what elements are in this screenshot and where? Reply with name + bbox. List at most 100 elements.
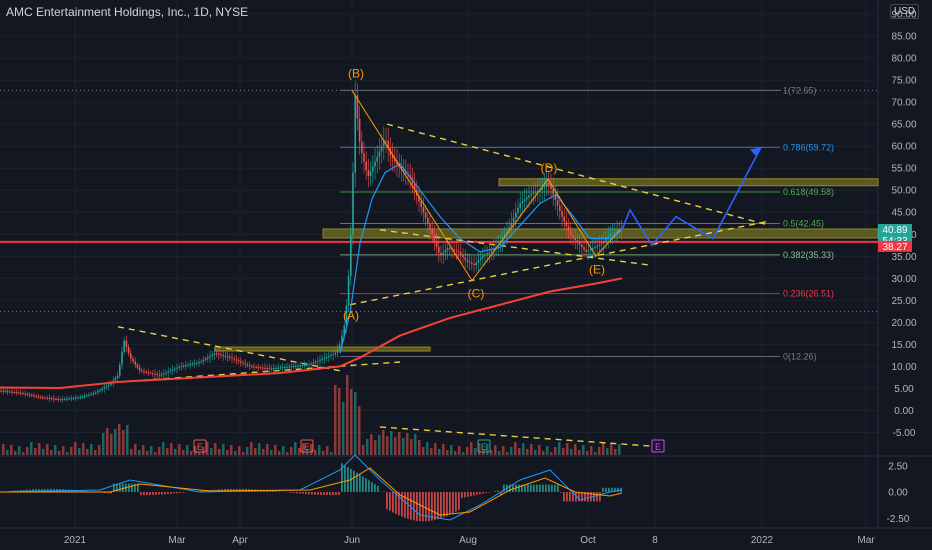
macd-histogram-bar xyxy=(479,492,481,495)
candle-body xyxy=(323,357,326,359)
volume-bar xyxy=(118,424,121,455)
macd-histogram-bar xyxy=(416,492,418,521)
candle-body xyxy=(433,234,436,241)
candle-body xyxy=(455,250,458,252)
fib-level-label: 0.786(59.72) xyxy=(783,142,834,152)
candle-body xyxy=(167,371,169,373)
candle-body xyxy=(598,244,601,246)
volume-bar xyxy=(378,435,381,455)
macd-histogram-bar xyxy=(581,492,583,502)
volume-bar xyxy=(386,436,389,455)
macd-histogram-bar xyxy=(560,492,562,493)
macd-histogram-bar xyxy=(524,484,526,492)
candle-body xyxy=(554,194,557,201)
macd-histogram-bar xyxy=(608,487,610,492)
candle-body xyxy=(460,252,462,255)
macd-histogram-bar xyxy=(467,492,469,497)
candle-body xyxy=(57,398,59,400)
volume-bar xyxy=(598,447,601,455)
candle-body xyxy=(248,365,251,367)
price-axis-label: 20.00 xyxy=(891,318,916,329)
candle-body xyxy=(178,366,180,368)
candle-body xyxy=(240,361,242,363)
volume-bar xyxy=(434,443,437,455)
time-axis-label: Mar xyxy=(857,535,875,546)
volume-bar xyxy=(162,442,165,455)
macd-axis-label: 2.50 xyxy=(888,461,908,472)
candle-body xyxy=(174,368,176,370)
candle-body xyxy=(479,257,482,261)
macd-histogram-bar xyxy=(401,492,403,517)
candle-body xyxy=(231,357,233,359)
candle-body xyxy=(510,222,513,227)
volume-bar xyxy=(66,452,69,455)
volume-bar xyxy=(134,444,137,455)
candle-body xyxy=(548,182,550,184)
volume-bar xyxy=(438,449,441,455)
macd-histogram-bar xyxy=(272,490,274,492)
volume-bar xyxy=(114,429,117,455)
candle-body xyxy=(116,375,119,379)
candle-body xyxy=(143,371,145,373)
macd-histogram-bar xyxy=(182,492,184,493)
volume-bar xyxy=(562,448,565,455)
candle-body xyxy=(42,397,44,399)
macd-histogram-bar xyxy=(563,492,565,502)
candle-body xyxy=(519,203,521,208)
macd-histogram-bar xyxy=(320,492,322,495)
candle-body xyxy=(33,395,35,397)
candle-body xyxy=(114,378,117,381)
volume-bar xyxy=(318,445,321,455)
candle-body xyxy=(614,231,616,233)
candle-body xyxy=(583,247,585,250)
macd-histogram-bar xyxy=(389,492,391,511)
candle-body xyxy=(66,398,68,400)
candle-body xyxy=(332,353,334,355)
candle-body xyxy=(339,344,341,349)
macd-histogram-bar xyxy=(410,492,412,520)
volume-bar xyxy=(334,385,337,455)
candle-body xyxy=(600,243,603,245)
macd-histogram-bar xyxy=(302,492,304,494)
candle-body xyxy=(266,368,268,370)
volume-bar xyxy=(546,446,549,455)
candle-body xyxy=(394,158,396,162)
volume-bar xyxy=(186,445,189,455)
candle-body xyxy=(97,391,99,393)
candle-body xyxy=(341,335,343,345)
macd-histogram-bar xyxy=(137,483,139,492)
volume-bar xyxy=(74,442,77,455)
candle-body xyxy=(334,352,337,354)
candle-body xyxy=(471,262,473,264)
wave-line xyxy=(351,90,621,282)
macd-histogram-bar xyxy=(194,491,196,492)
macd-histogram-bar xyxy=(548,484,550,492)
candle-body xyxy=(596,245,598,247)
candle-body xyxy=(64,398,66,400)
candle-body xyxy=(345,305,348,326)
volume-bar xyxy=(406,433,409,455)
volume-bar xyxy=(278,451,281,455)
candle-body xyxy=(387,140,389,149)
volume-bar xyxy=(22,452,25,455)
candle-body xyxy=(336,348,339,353)
currency-label[interactable]: USD xyxy=(890,4,920,19)
volume-bar xyxy=(446,450,449,455)
candle-body xyxy=(317,360,319,362)
candle-body xyxy=(499,242,502,245)
candle-body xyxy=(343,325,345,336)
macd-histogram-bar xyxy=(425,492,427,522)
volume-bar xyxy=(358,406,361,455)
last-price-box xyxy=(878,223,912,235)
volume-bar xyxy=(550,452,553,455)
candle-body xyxy=(211,354,213,357)
volume-bar xyxy=(618,444,621,455)
candle-body xyxy=(200,361,202,363)
volume-bar xyxy=(586,451,589,455)
volume-bar xyxy=(54,445,57,455)
macd-histogram-bar xyxy=(371,482,373,492)
projection-arrowhead xyxy=(750,147,761,157)
volume-bar xyxy=(86,449,89,455)
macd-histogram-bar xyxy=(359,474,361,492)
